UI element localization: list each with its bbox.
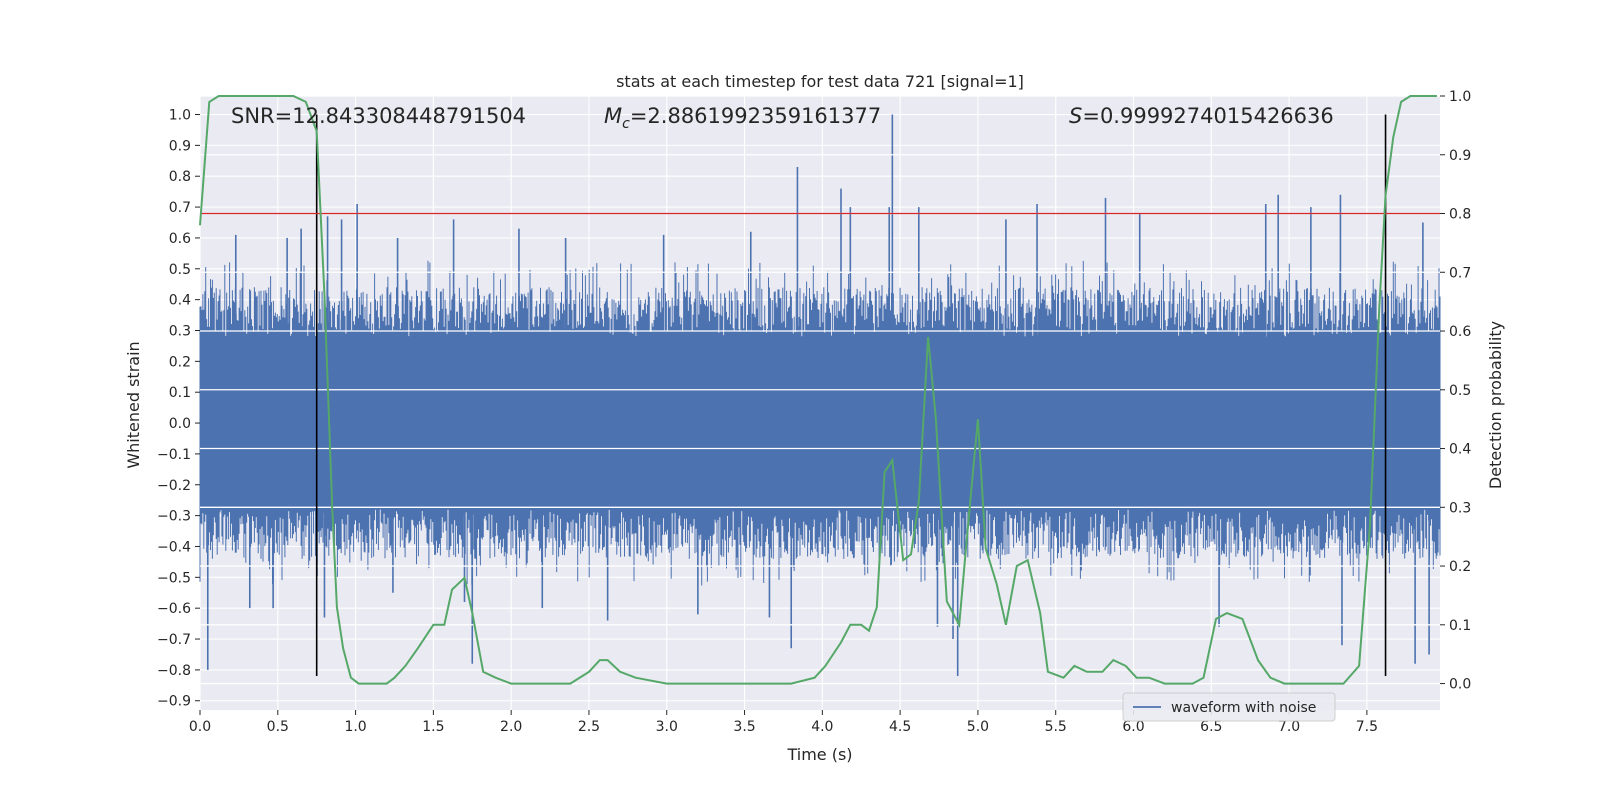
s-annotation: S=0.9999274015426636 bbox=[1069, 104, 1334, 128]
y-tick-label: 0.4 bbox=[169, 293, 191, 309]
legend: waveform with noise bbox=[1122, 692, 1336, 722]
chirp-mass-subscript: c bbox=[622, 116, 630, 132]
y-tick-label: −0.3 bbox=[157, 509, 191, 525]
x-tick-label: 6.5 bbox=[1200, 719, 1222, 735]
chirp-mass-symbol: M bbox=[604, 104, 622, 128]
ticks: 0.0 0.5 1.0 1.5 2.0 2.5 3.0 3.5 4.0 4.5 5.0 5.5 6.0 6… bbox=[157, 89, 1471, 735]
y-tick-label: 0.8 bbox=[169, 169, 191, 185]
y-tick-label: −0.1 bbox=[157, 447, 191, 463]
y2-tick-label: 0.3 bbox=[1449, 500, 1471, 516]
x-tick-label: 2.0 bbox=[500, 719, 522, 735]
y-tick-label: −0.2 bbox=[157, 478, 191, 494]
x-axis-title: Time (s) bbox=[786, 745, 852, 764]
y2-tick-label: 0.7 bbox=[1449, 265, 1471, 281]
y-tick-label: −0.8 bbox=[157, 663, 191, 679]
s-symbol: S bbox=[1069, 104, 1082, 128]
x-tick-label: 5.0 bbox=[967, 719, 989, 735]
x-tick-label: 0.5 bbox=[267, 719, 289, 735]
y2-tick-label: 0.4 bbox=[1449, 442, 1471, 458]
x-tick-label: 6.0 bbox=[1122, 719, 1144, 735]
legend-label: waveform with noise bbox=[1171, 700, 1316, 716]
x-tick-label: 7.5 bbox=[1356, 719, 1378, 735]
y2-tick-label: 0.1 bbox=[1449, 618, 1471, 634]
x-tick-label: 4.5 bbox=[889, 719, 911, 735]
y-tick-label: −0.7 bbox=[157, 632, 191, 648]
x-tick-label: 2.5 bbox=[578, 719, 600, 735]
y-tick-label: 0.1 bbox=[169, 385, 191, 401]
y-tick-label: −0.4 bbox=[157, 539, 191, 555]
waveform-noise-trace bbox=[199, 260, 1441, 586]
s-value: =0.9999274015426636 bbox=[1082, 104, 1333, 128]
y-tick-label: 0.0 bbox=[169, 416, 191, 432]
y2-axis-title: Detection probability bbox=[1486, 321, 1505, 489]
y-tick-label: 0.6 bbox=[169, 231, 191, 247]
y2-tick-label: 0.5 bbox=[1449, 383, 1471, 399]
x-tick-label: 5.5 bbox=[1045, 719, 1067, 735]
y-tick-label: 0.9 bbox=[169, 138, 191, 154]
chirp-mass-annotation: Mc=2.8861992359161377 bbox=[604, 104, 881, 132]
y-axis-title: Whitened strain bbox=[124, 341, 143, 468]
chart-title: stats at each timestep for test data 721… bbox=[616, 72, 1024, 91]
y-tick-label: 0.7 bbox=[169, 200, 191, 216]
x-tick-label: 1.0 bbox=[344, 719, 366, 735]
y-tick-label: −0.9 bbox=[157, 694, 191, 710]
x-tick-label: 4.0 bbox=[811, 719, 833, 735]
y2-tick-label: 0.0 bbox=[1449, 677, 1471, 693]
y2-tick-label: 0.8 bbox=[1449, 207, 1471, 223]
x-tick-label: 3.0 bbox=[656, 719, 678, 735]
y-tick-label: 0.3 bbox=[169, 323, 191, 339]
y-tick-label: 0.2 bbox=[169, 354, 191, 370]
legend-box bbox=[1122, 692, 1336, 722]
y-tick-label: −0.6 bbox=[157, 601, 191, 617]
snr-annotation: SNR=12.843308448791504 bbox=[231, 104, 526, 128]
chirp-mass-value: =2.8861992359161377 bbox=[630, 104, 881, 128]
y2-tick-label: 0.6 bbox=[1449, 324, 1471, 340]
y2-tick-label: 0.9 bbox=[1449, 148, 1471, 164]
y2-tick-label: 0.2 bbox=[1449, 559, 1471, 575]
detection-probability-line bbox=[199, 95, 1437, 685]
x-tick-label: 7.0 bbox=[1278, 719, 1300, 735]
y2-tick-label: 1.0 bbox=[1449, 89, 1471, 105]
y-tick-label: 1.0 bbox=[169, 108, 191, 124]
y-tick-label: −0.5 bbox=[157, 570, 191, 586]
x-tick-label: 3.5 bbox=[733, 719, 755, 735]
y-tick-label: 0.5 bbox=[169, 262, 191, 278]
x-tick-label: 1.5 bbox=[422, 719, 444, 735]
detection-probability-series bbox=[199, 95, 1437, 685]
x-tick-label: 0.0 bbox=[189, 719, 211, 735]
